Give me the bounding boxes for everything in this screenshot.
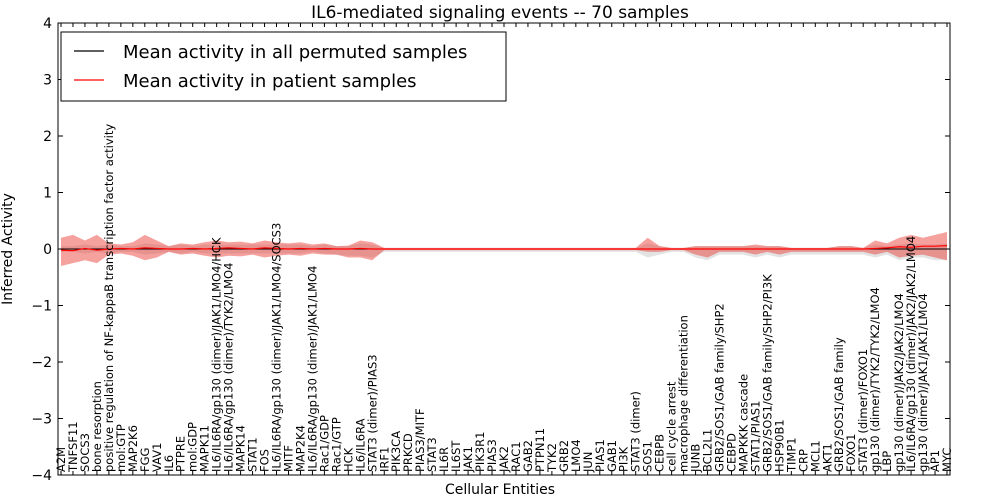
x-tick-label: SOS1 [641,441,655,472]
x-tick-label: STAT3 (dimer)/FOXO1 [856,349,870,472]
x-tick-label: MAPK11 [198,425,212,472]
x-tick-label: STAT3 (dimer) [629,391,643,472]
x-tick-label: macrophage differentiation [677,315,691,472]
x-tick-label: gp130 (dimer)/JAK1/JAK1/LMO4 [916,293,930,472]
x-tick-label: BCL2L1 [701,429,715,472]
x-tick-label: CRP [796,449,810,472]
x-tick-label: MAP2K6 [126,425,140,472]
x-tick-label: PIK3R1 [473,431,487,472]
x-tick-label: MAPK14 [234,425,248,472]
x-tick-label: MYC [940,448,954,472]
x-tick-label: JUNB [689,444,703,473]
x-tick-label: MCL1 [808,440,822,472]
x-tick-label: positive regulation of NF-kappaB transcr… [102,124,116,472]
plot-frame [57,22,951,476]
y-tick-label: −4 [31,468,52,484]
x-tick-label: IRF1 [377,447,391,472]
x-tick-label: HCK [341,447,355,472]
x-tick-label: JUN [581,452,595,473]
x-tick-label: IL6/IL6RA/gp130 (dimer)/JAK1/LMO4/SOCS3 [270,223,284,472]
series-line-patient [60,245,948,252]
x-tick-label: MITF [281,445,295,472]
x-axis-label: Cellular Entities [445,482,555,498]
x-tick-label: mol:GTP [114,424,128,472]
x-tick-label: VAV1 [150,443,164,472]
x-tick-label: PIAS3 [485,439,499,472]
y-tick-label: −1 [31,299,52,315]
y-tick-label: 4 [43,16,52,32]
x-tick-label: PRKCD [401,433,415,472]
x-tick-label: PIAS3/MITF [413,408,427,472]
x-tick-label: STAT1/PIAS1 [748,401,762,472]
x-tick-label: AKT1 [820,443,834,472]
x-tick-label: RAC1 [509,441,523,472]
x-tick-label: LMO4 [569,439,583,472]
x-tick-label: bone resorption [90,381,104,472]
x-tick-label: IL6/IL6RA/gp130 (dimer)/JAK1/LMO4 [305,266,319,472]
x-tick-label: HSP90B1 [772,419,786,472]
x-tick-label: IL6R [437,447,451,472]
x-tick-label: LBP [880,451,894,472]
y-axis-label: Inferred Activity [0,193,16,305]
legend-label-patient: Mean activity in patient samples [123,71,417,92]
x-tick-label: GRB2/SOS1/GAB family/SHP2/PI3K [760,274,774,472]
y-tick-label: 2 [43,129,52,145]
y-tick-label: 3 [43,73,52,89]
x-tick-label: gp130 (dimer)/JAK2/JAK2/LMO4 [892,293,906,472]
x-tick-label: GAB1 [605,440,619,472]
x-tick-label: PIK3CA [389,431,403,472]
x-tick-label: JAK1 [461,446,475,473]
x-tick-label: PTPN11 [533,428,547,472]
y-tick-label: −3 [31,412,52,428]
x-tick-label: IL6 [162,455,176,472]
x-tick-label: CEBPD [724,433,738,472]
x-tick-label: STAT3 [425,437,439,472]
band-permuted [61,243,947,261]
legend-label-permuted: Mean activity in all permuted samples [123,42,467,63]
y-tick-label: −2 [31,355,52,371]
x-tick-label: IL6/IL6RA/gp130 (dimer)/TYK2/LMO4 [222,263,236,472]
x-tick-label: cell cycle arrest [665,381,679,472]
chart-title: IL6-mediated signaling events -- 70 samp… [311,3,689,23]
y-tick-label: 0 [43,242,52,258]
x-tick-label: JAK2 [497,446,511,473]
x-tick-label: AP1 [928,450,942,472]
x-tick-label: Rac1/GTP [329,417,343,472]
x-tick-label: SOCS3 [78,433,92,472]
x-tick-label: PI3K [617,446,631,472]
series-lines [60,245,948,252]
x-tick-label: GAB2 [521,440,535,472]
legend-box [60,31,507,102]
x-tick-label: STAT1 [246,437,260,472]
x-tick-label: FOXO1 [844,434,858,472]
legend: Mean activity in all permuted samples Me… [60,31,507,102]
x-tick-label: TYK2 [545,443,559,473]
x-tick-label: MAPKKK cascade [736,374,750,472]
x-tick-label: IL6/IL6RA/gp130 (dimer)/JAK1/LMO4/HCK [210,237,224,472]
x-tick-label: FGG [138,448,152,472]
x-tick-label: STAT3 (dimer)/PIAS3 [365,354,379,472]
x-tick-label: mol:GDP [186,422,200,472]
x-tick-label: GRB2 [557,440,571,472]
x-tick-label: PIAS1 [593,439,607,472]
x-tick-label: GRB2/SOS1/GAB family/SHP2 [713,303,727,472]
x-tick-label: IL6ST [449,440,463,472]
x-tick-label: FOS [258,449,272,472]
x-tick-label: Rac1/GDP [317,415,331,472]
x-tick-label: GRB2/SOS1/GAB family [832,337,846,472]
x-tick-label: gp130 (dimer)/TYK2/TYK2/LMO4 [868,287,882,472]
y-tick-label: 1 [43,186,52,202]
x-tick-label: IL6/IL6RA/gp130 (dimer)/JAK2/JAK2/LMO4 [904,236,918,472]
x-tick-label: TNFSF11 [66,421,80,473]
x-tick-label: MAP2K4 [293,425,307,472]
x-tick-label: CEBPB [653,434,667,472]
x-tick-label: PTPRE [174,436,188,472]
x-tick-label: IL6/IL6RA [353,418,367,472]
x-tick-label: TIMP1 [784,437,798,473]
